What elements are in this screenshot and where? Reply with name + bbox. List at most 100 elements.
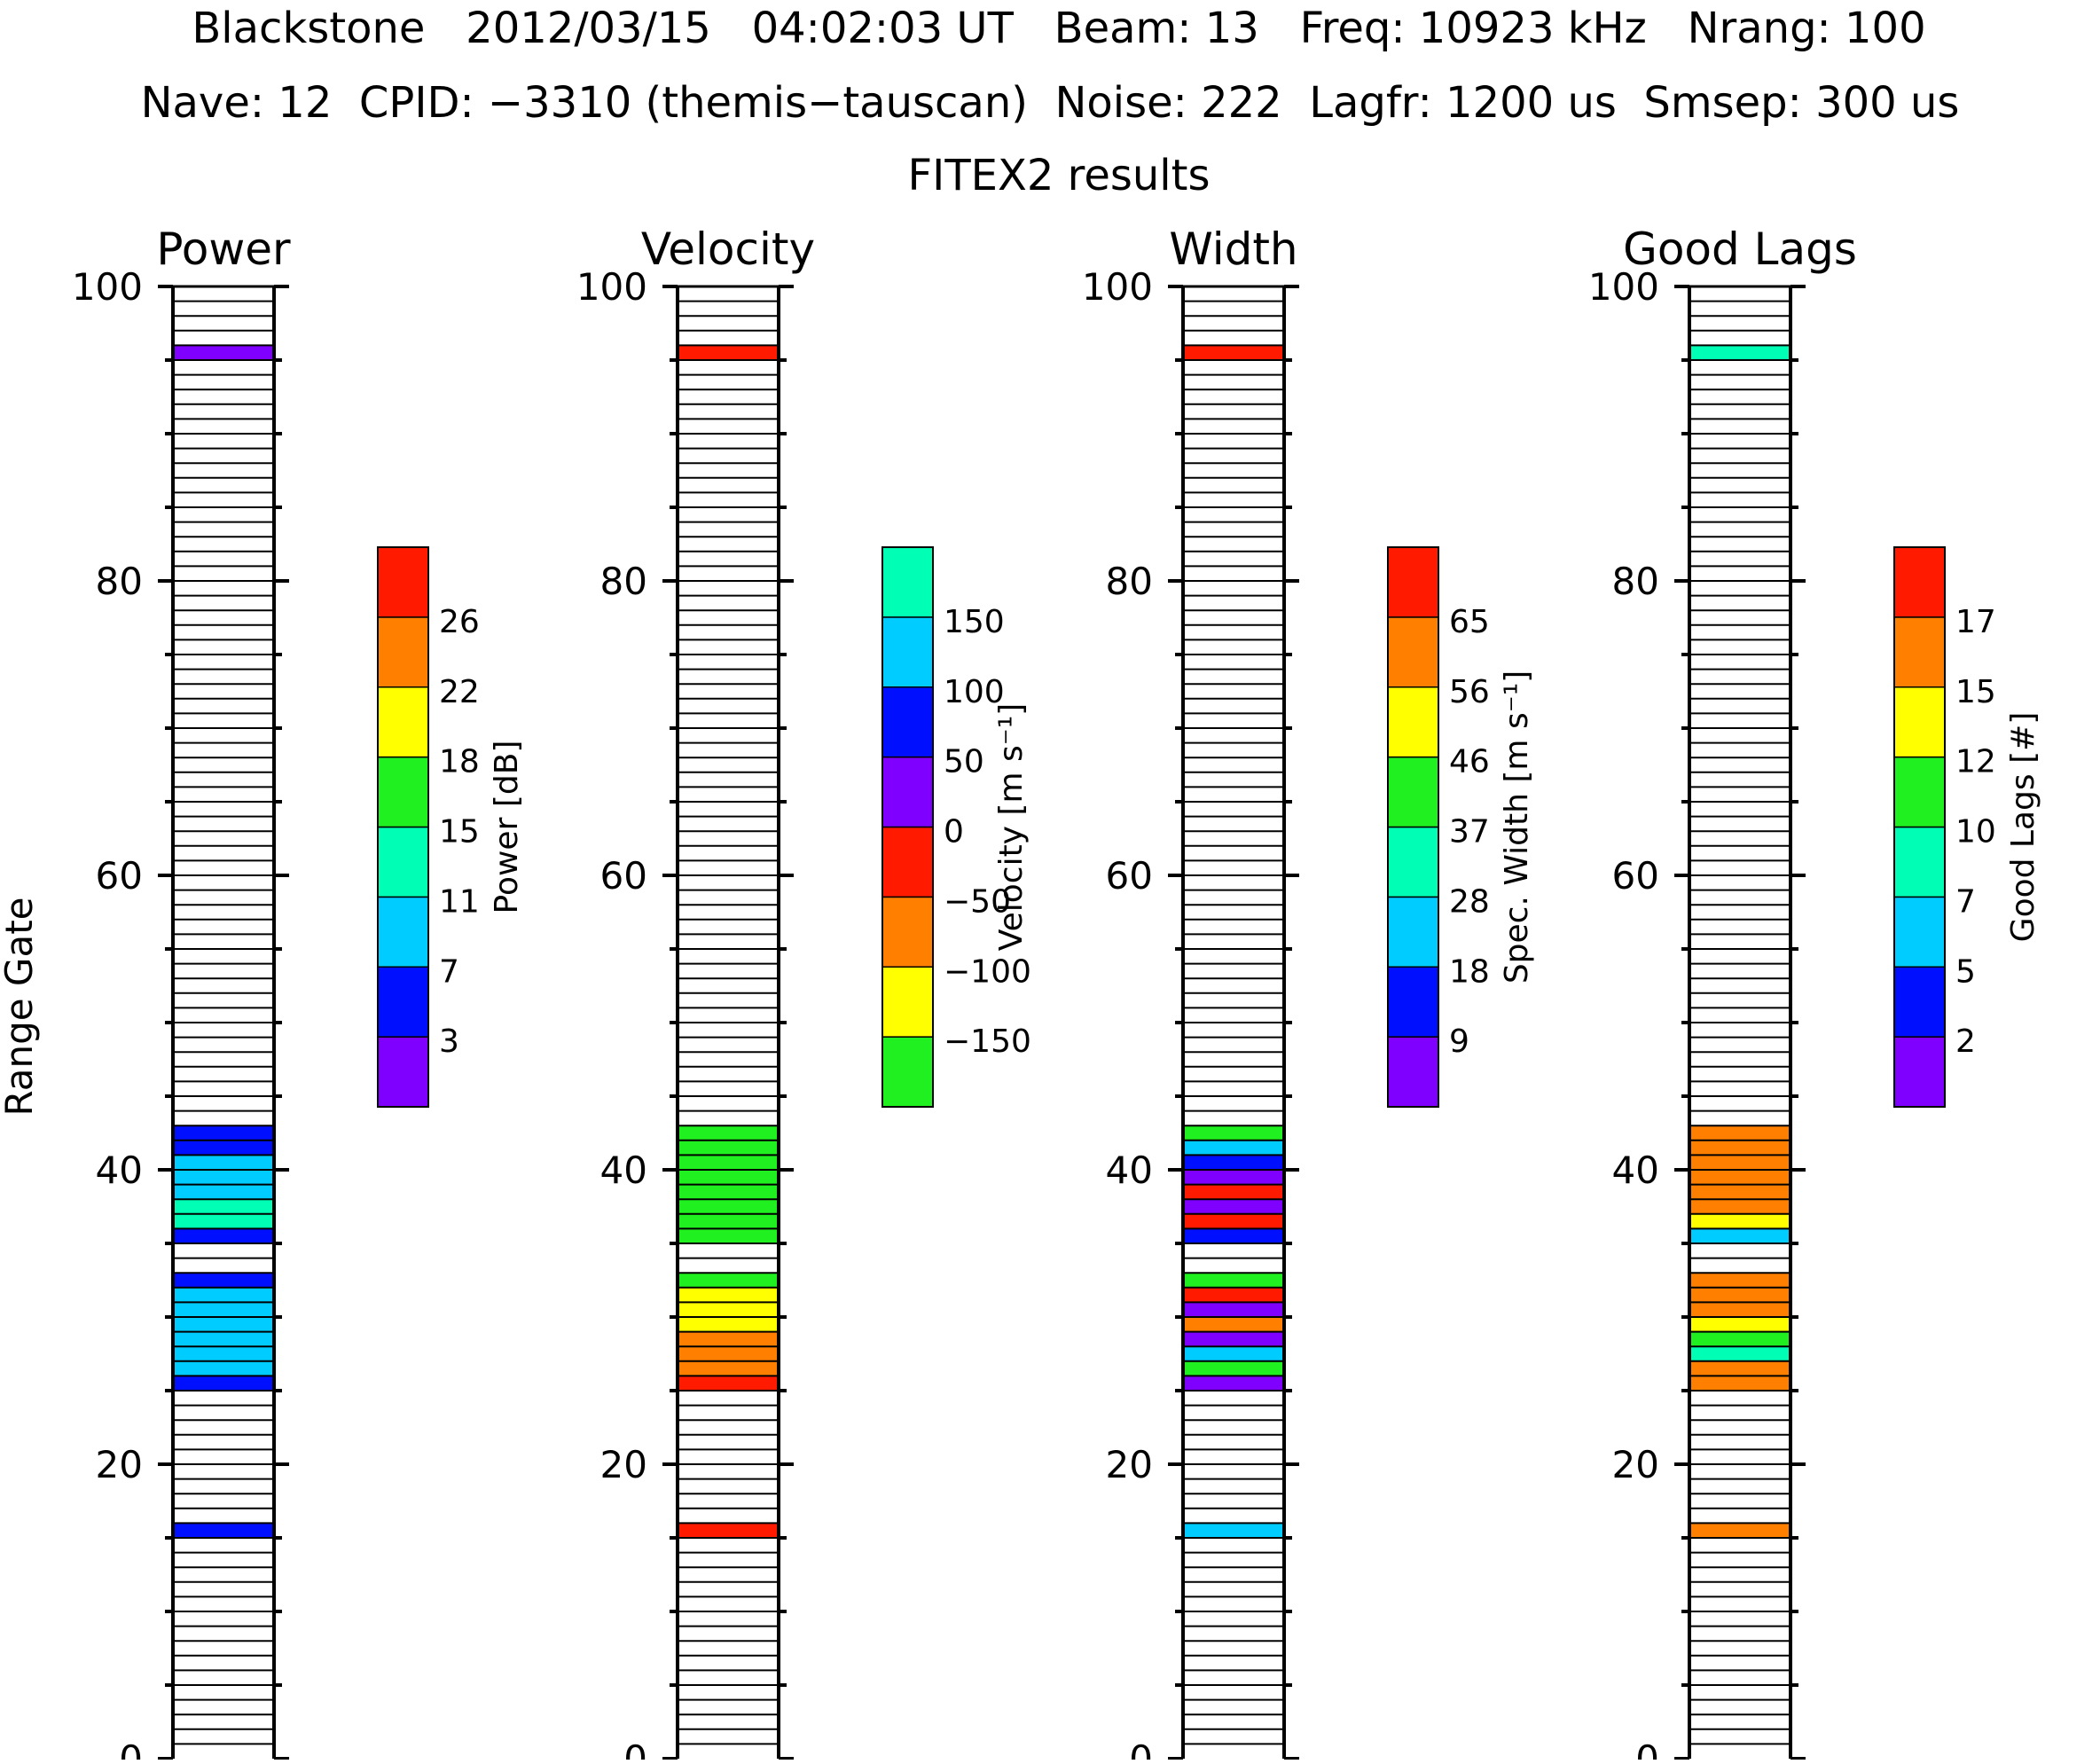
colorbar-tick-label: 15	[1955, 674, 1996, 710]
gate-lines	[173, 300, 274, 1745]
colorbar-segment	[1387, 686, 1439, 758]
colorbar-tick-label: 28	[1449, 883, 1490, 920]
range-gate-cell	[678, 1140, 779, 1156]
y-tick-label: 0	[623, 1737, 647, 1760]
colorbar-segment	[377, 546, 429, 618]
y-tick-label: 100	[576, 265, 647, 309]
y-tick-label: 100	[1082, 265, 1153, 309]
colorbar-tick-label: 100	[944, 674, 1005, 710]
range-gate-cell	[678, 1376, 779, 1391]
range-gate-cell	[1689, 1360, 1790, 1376]
range-gate-cell	[678, 1360, 779, 1376]
range-gate-cell	[1689, 1302, 1790, 1317]
colorbar-tick-label: 22	[439, 674, 480, 710]
range-gate-cell	[678, 1331, 779, 1347]
y-tick-label: 80	[600, 560, 647, 603]
colorbar-tick-label: 3	[439, 1023, 459, 1060]
y-axis-label: Range Gate	[0, 897, 41, 1116]
panel-0: Power 0 20 40 60 80 100 3 7 11 15 18 22 26 Power [dB]	[72, 223, 525, 1764]
axis-ticks	[1674, 285, 1806, 1760]
colorbar-segment	[1893, 896, 1946, 968]
colorbar-tick-label: 37	[1449, 814, 1490, 851]
colorbar-tick-label: −100	[944, 953, 1031, 990]
colorbar-tick-label: 56	[1449, 674, 1490, 710]
colorbar: 3 7 11 15 18 22 26 Power [dB]	[377, 546, 525, 1108]
colorbar-tick-label: 12	[1955, 744, 1996, 780]
colorbar-tick-label: 150	[944, 604, 1005, 640]
colorbar-segment	[882, 756, 934, 828]
range-gate-cell	[1183, 1302, 1284, 1317]
axis-ticks	[158, 285, 289, 1760]
header-line-1: Blackstone 2012/03/15 04:02:03 UT Beam: …	[192, 4, 1925, 53]
y-tick-label: 0	[119, 1737, 143, 1760]
colorbar-segment	[1387, 756, 1439, 828]
range-gate-cell	[1689, 1170, 1790, 1185]
range-gate-cell	[678, 1184, 779, 1200]
colorbar: −150 −100 −50 0 50 100 150 Velocity [m s⁻¹]	[882, 546, 1031, 1108]
range-gate-cell	[1689, 1346, 1790, 1361]
colorbar-segment	[1893, 616, 1946, 688]
range-gate-cell	[173, 1140, 274, 1156]
range-gate-cell	[1183, 1317, 1284, 1332]
range-gate-cell	[1183, 1228, 1284, 1243]
colorbar-tick-label: 9	[1449, 1023, 1469, 1060]
range-gate-cell	[678, 1199, 779, 1214]
range-gate-cell	[1183, 345, 1284, 360]
colorbar-border	[1387, 546, 1439, 1108]
range-gate-cell	[678, 1155, 779, 1170]
range-gate-cell	[1183, 1155, 1284, 1170]
range-gate-cell	[1183, 1125, 1284, 1141]
range-gate-cell	[1689, 1331, 1790, 1347]
range-gate-cell	[1183, 1287, 1284, 1303]
colorbar-tick-label: 5	[1955, 953, 1976, 990]
colorbar-label: Power [dB]	[489, 741, 525, 914]
colorbar-tick-label: 10	[1955, 814, 1996, 851]
range-gate-cell	[1689, 1184, 1790, 1200]
range-gate-cell	[1183, 1140, 1284, 1156]
range-gate-cell	[1689, 1140, 1790, 1156]
colorbar-segment	[1893, 1036, 1946, 1108]
gate-lines	[678, 300, 779, 1745]
range-gate-cell	[1689, 345, 1790, 360]
range-gate-cell	[173, 1170, 274, 1185]
range-gate-cell	[1689, 1155, 1790, 1170]
range-gate-cell	[678, 1302, 779, 1317]
range-gate-cell	[1183, 1331, 1284, 1347]
colorbar-segment	[1387, 966, 1439, 1038]
range-gate-cell	[1183, 1170, 1284, 1185]
range-gate-cell	[173, 1155, 274, 1170]
colorbar-segment	[377, 686, 429, 758]
y-tick-label: 60	[1106, 854, 1153, 898]
colorbar-segment	[1387, 1036, 1439, 1108]
colorbar-tick-label: 65	[1449, 604, 1490, 640]
range-gate-cell	[1689, 1125, 1790, 1141]
colorbar-segment	[1893, 826, 1946, 898]
range-gate-cell	[678, 345, 779, 360]
colorbar-segment	[377, 966, 429, 1038]
range-gate-cell	[678, 1346, 779, 1361]
range-gate-cell	[1183, 1213, 1284, 1229]
range-gate-cell	[1689, 1523, 1790, 1538]
range-gate-cell	[173, 1302, 274, 1317]
y-tick-label: 80	[1612, 560, 1659, 603]
range-gate-cell	[678, 1228, 779, 1243]
colorbar-tick-label: 15	[439, 814, 480, 851]
y-tick-label: 60	[1612, 854, 1659, 898]
range-gate-cell	[173, 1317, 274, 1332]
colorbar-segment	[377, 756, 429, 828]
colorbar-segment	[882, 616, 934, 688]
range-gate-cell	[1689, 1287, 1790, 1303]
colorbar-segment	[1387, 896, 1439, 968]
colorbar-tick-label: 7	[439, 953, 459, 990]
colorbar-segment	[882, 896, 934, 968]
cells-group	[1183, 345, 1284, 1538]
range-gate-cell	[173, 1331, 274, 1347]
colorbar-tick-label: 50	[944, 744, 984, 780]
range-gate-cell	[173, 1199, 274, 1214]
range-gate-cell	[678, 1287, 779, 1303]
range-gate-cell	[173, 1228, 274, 1243]
